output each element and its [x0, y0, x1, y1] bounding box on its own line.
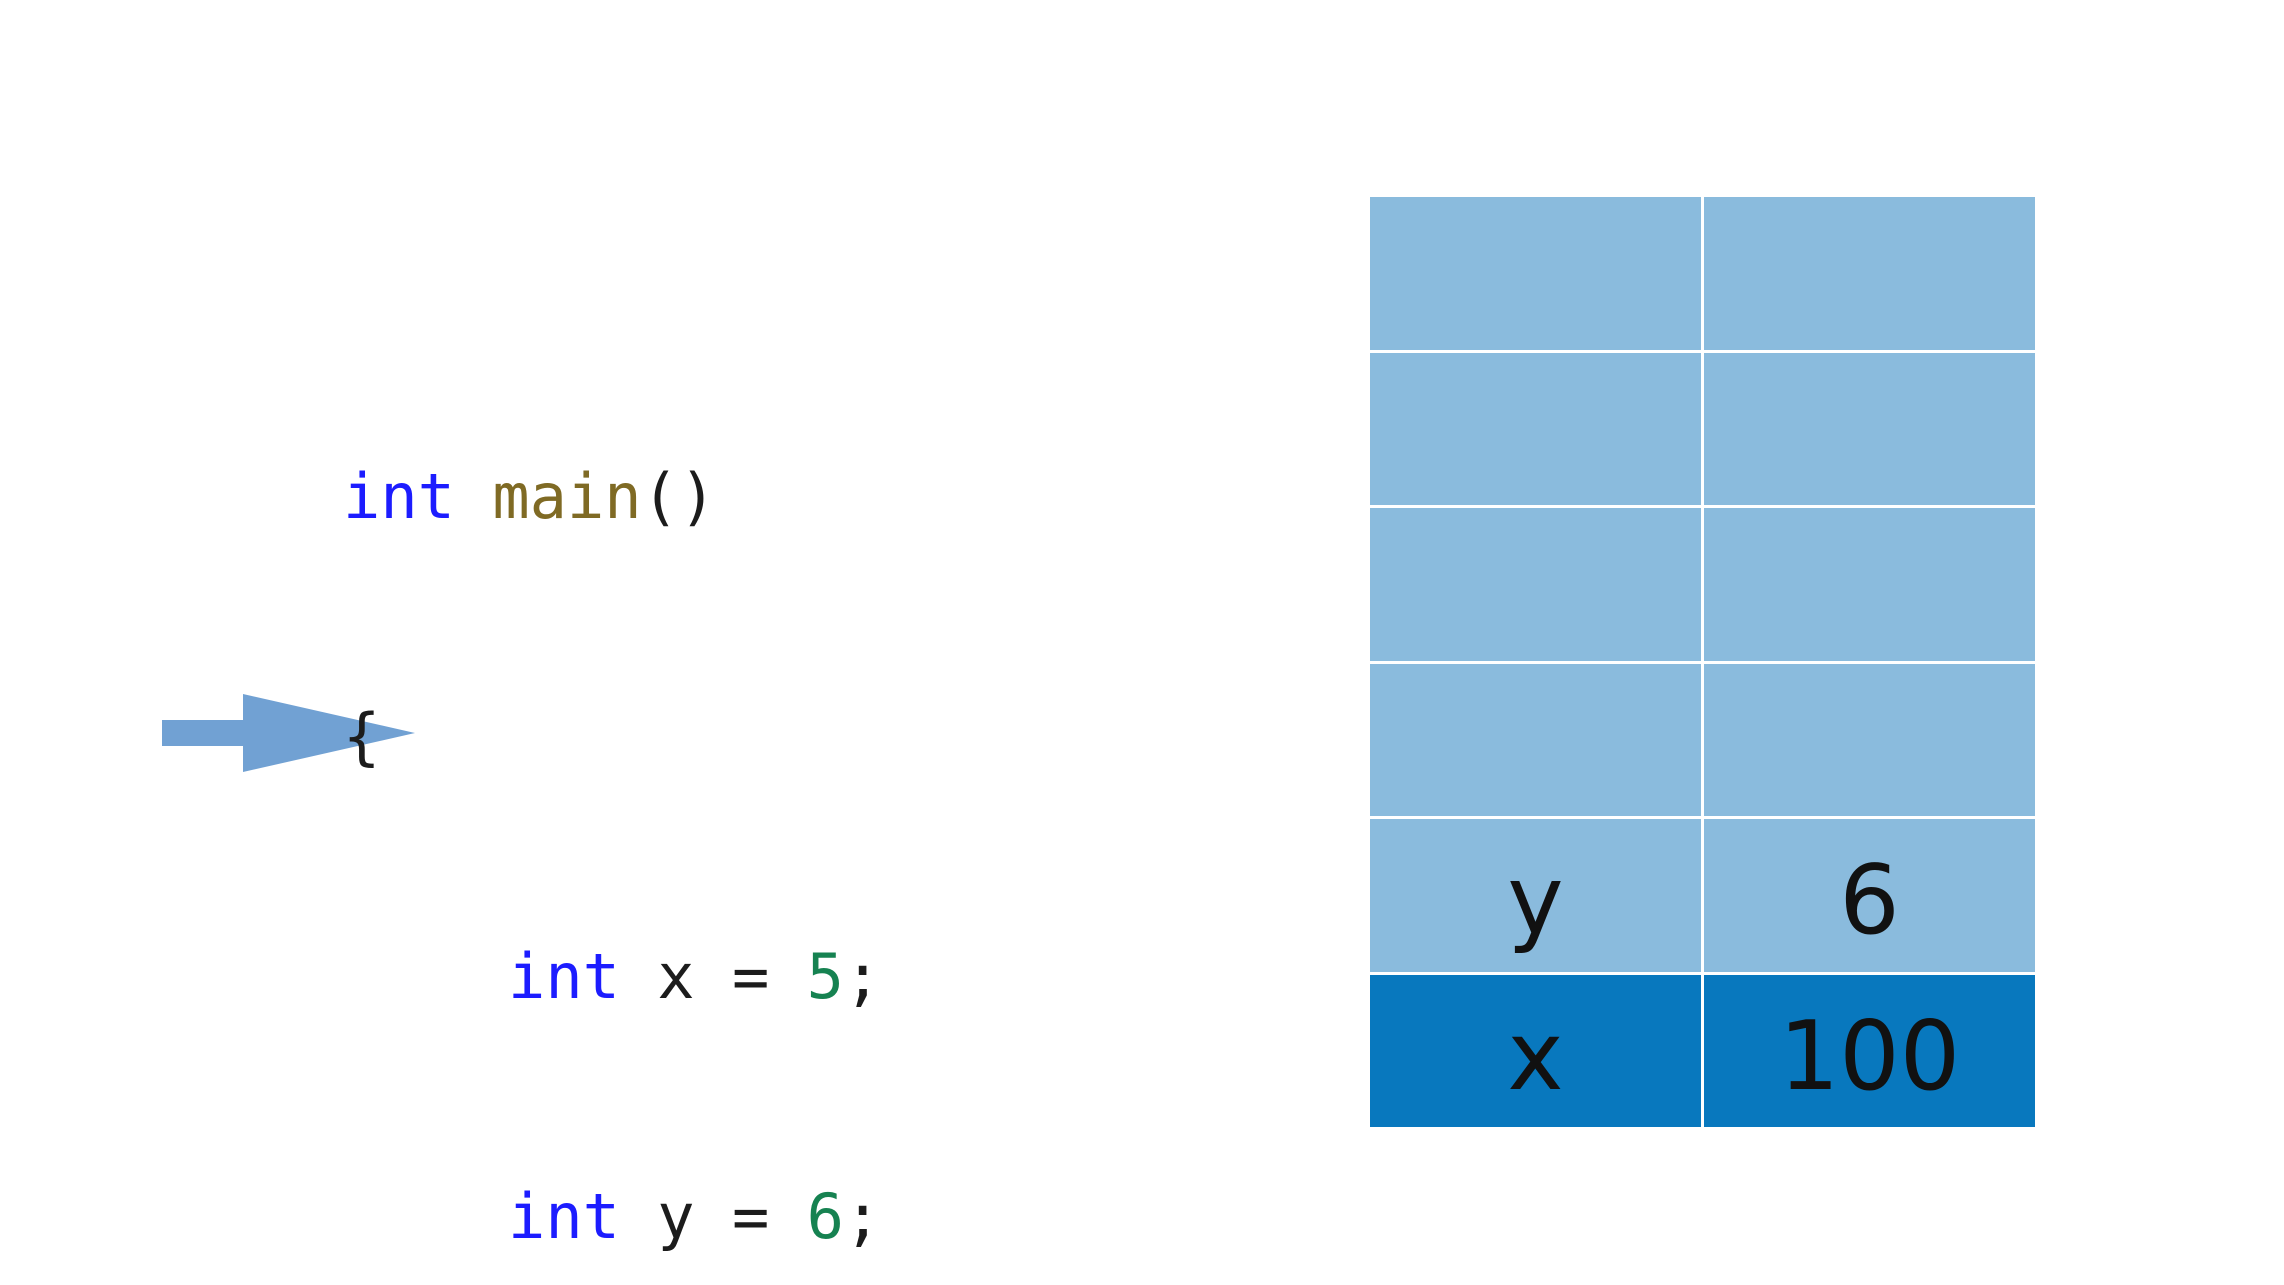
memory-cell-empty — [1704, 352, 2035, 505]
code-token: int — [508, 1180, 620, 1253]
memory-cell-empty — [1370, 352, 1701, 505]
current-line-arrow-icon — [162, 694, 415, 772]
code-line: int y = 6; — [343, 1177, 1143, 1257]
code-line: int main() — [343, 457, 1143, 537]
code-line: int x = 5; — [343, 937, 1143, 1017]
code-token: 5 — [806, 940, 844, 1013]
code-block: int main() { int x = 5; int y = 6; x = 1… — [343, 297, 1143, 1285]
memory-cell-variable-y: y — [1370, 819, 1701, 972]
code-token: () — [641, 460, 717, 533]
code-token: x = — [619, 940, 807, 1013]
code-token: y = — [619, 1180, 807, 1253]
code-token — [455, 460, 492, 533]
memory-cell-empty — [1704, 197, 2035, 350]
memory-cell-empty — [1370, 508, 1701, 661]
memory-cell-empty — [1370, 663, 1701, 816]
code-token: ; — [843, 1180, 882, 1253]
memory-cell-empty — [1704, 663, 2035, 816]
code-token: main — [492, 460, 642, 533]
memory-cell-value-y: 6 — [1704, 819, 2035, 972]
memory-cell-empty — [1370, 197, 1701, 350]
memory-cell-value-x: 100 — [1704, 974, 2035, 1127]
code-line: { — [343, 697, 1143, 777]
memory-cell-variable-x: x — [1370, 974, 1701, 1127]
code-token: ; — [843, 940, 882, 1013]
memory-table: y 6 x 100 — [1370, 197, 2035, 1127]
memory-cell-empty — [1704, 508, 2035, 661]
code-token: 6 — [806, 1180, 844, 1253]
code-token: { — [343, 700, 381, 773]
code-token: int — [343, 460, 455, 533]
code-token: int — [508, 940, 620, 1013]
